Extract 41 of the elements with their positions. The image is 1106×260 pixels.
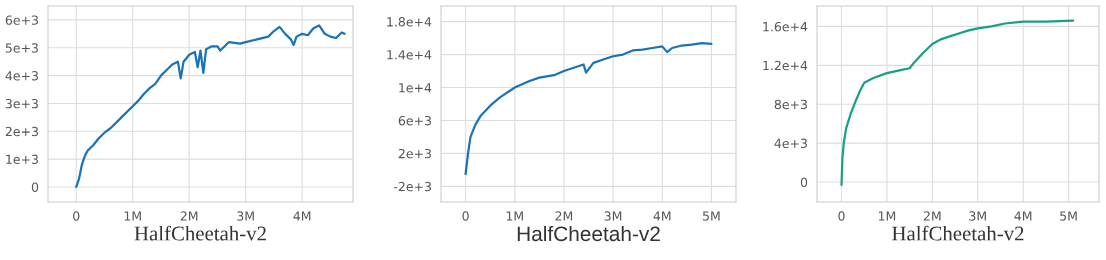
y-tick-label: 6e+3: [398, 115, 431, 126]
y-tick-label: 2e+3: [398, 148, 431, 159]
y-tick-label: 0: [800, 177, 808, 187]
x-tick-label: 1M: [506, 211, 523, 221]
x-tick-label: 1M: [878, 211, 896, 221]
y-tick-label: 3e+3: [5, 98, 38, 109]
x-tick-label: 5M: [703, 211, 720, 221]
y-tick-label: 0: [31, 182, 39, 192]
y-tick-label: 4e+3: [774, 138, 807, 149]
y-tick-label: 5e+3: [5, 43, 38, 53]
y-tick-label: 8e+3: [774, 99, 807, 110]
x-tick-label: 1M: [124, 211, 141, 221]
y-tick-label: 1.6e+4: [763, 21, 808, 32]
x-tick-label: 0: [73, 211, 80, 221]
x-tick-label: 2M: [923, 211, 941, 221]
x-axis-title: HalfCheetah-v2: [517, 225, 660, 242]
x-tick-label: 3M: [969, 211, 986, 221]
y-tick-label: 1.2e+4: [763, 60, 808, 71]
y-tick-label: -2e+3: [394, 181, 431, 192]
x-tick-label: 2M: [555, 211, 573, 221]
x-tick-label: 4M: [653, 211, 671, 221]
line-series: [840, 19, 1075, 187]
y-tick-label: 1e+3: [6, 154, 38, 165]
y-tick-label: 6e+3: [5, 15, 38, 25]
y-tick-label: 1e+4: [399, 83, 432, 93]
y-tick-label: 4e+3: [5, 71, 38, 81]
x-tick-label: 0: [462, 211, 469, 221]
y-tick-label: 1.4e+4: [387, 50, 432, 60]
x-tick-label: 3M: [604, 211, 622, 221]
x-tick-label: 4M: [1014, 211, 1032, 221]
line-series: [464, 41, 713, 176]
x-tick-label: 2M: [180, 211, 198, 221]
y-tick-label: 1.8e+4: [387, 17, 432, 27]
x-tick-label: 3M: [237, 211, 254, 221]
x-tick-label: 0: [838, 211, 845, 221]
line-series: [75, 24, 346, 189]
x-axis-title: HalfCheetah-v2: [892, 225, 1024, 241]
x-axis-title: HalfCheetah-v2: [134, 225, 266, 241]
x-tick-label: 5M: [1060, 211, 1077, 221]
x-tick-label: 4M: [293, 211, 311, 221]
y-tick-label: 2e+3: [5, 126, 38, 137]
